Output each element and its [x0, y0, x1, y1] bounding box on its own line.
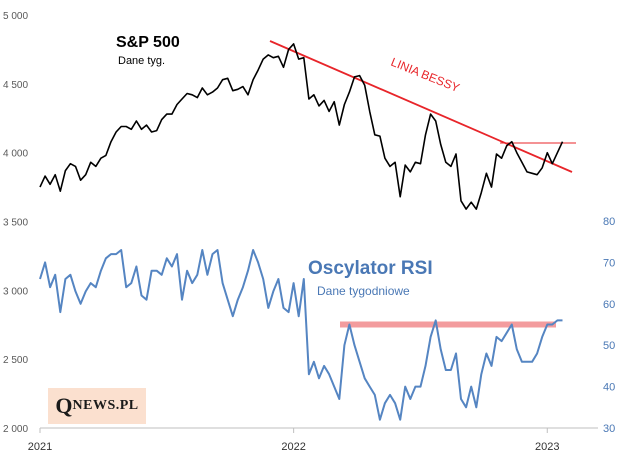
left-tick-label: 4 500 [3, 80, 28, 91]
x-axis: 2021 2022 2023 [28, 427, 598, 453]
rsi-resistance-band [340, 321, 556, 328]
logo-q: Q [55, 393, 73, 418]
rsi-line [39, 249, 563, 421]
left-tick-label: 2 500 [3, 355, 28, 366]
left-axis: 2 000 2 500 3 000 3 500 4 000 4 500 5 000 [3, 11, 28, 435]
right-tick-label: 40 [603, 382, 615, 394]
bear-line-label: LINIA BESSY [389, 55, 462, 95]
rsi-title: Oscylator RSI [308, 258, 433, 279]
left-tick-label: 3 500 [3, 218, 28, 229]
spx-line [39, 43, 564, 210]
rsi-subtitle: Dane tygodniowe [317, 284, 410, 298]
right-tick-label: 30 [603, 423, 615, 435]
left-tick-label: 5 000 [3, 11, 28, 22]
left-tick-label: 3 000 [3, 286, 28, 297]
qnews-logo: Q NEWS.PL [48, 388, 146, 424]
logo-text: NEWS.PL [72, 398, 139, 413]
spx-subtitle: Dane tyg. [118, 55, 165, 67]
x-tick-label: 2021 [28, 441, 52, 453]
right-tick-label: 50 [603, 340, 615, 352]
spx-title: S&P 500 [116, 34, 180, 51]
right-tick-label: 60 [603, 299, 615, 311]
x-tick-label: 2022 [281, 441, 305, 453]
series-group [39, 43, 564, 421]
right-axis: 30 40 50 60 70 80 [603, 216, 615, 435]
bear-trendline [269, 40, 573, 173]
right-tick-label: 70 [603, 257, 615, 269]
left-tick-label: 2 000 [3, 424, 28, 435]
x-tick-label: 2023 [535, 441, 559, 453]
rsi-resistance-rect [340, 321, 556, 328]
right-tick-label: 80 [603, 216, 615, 228]
left-tick-label: 4 000 [3, 149, 28, 160]
